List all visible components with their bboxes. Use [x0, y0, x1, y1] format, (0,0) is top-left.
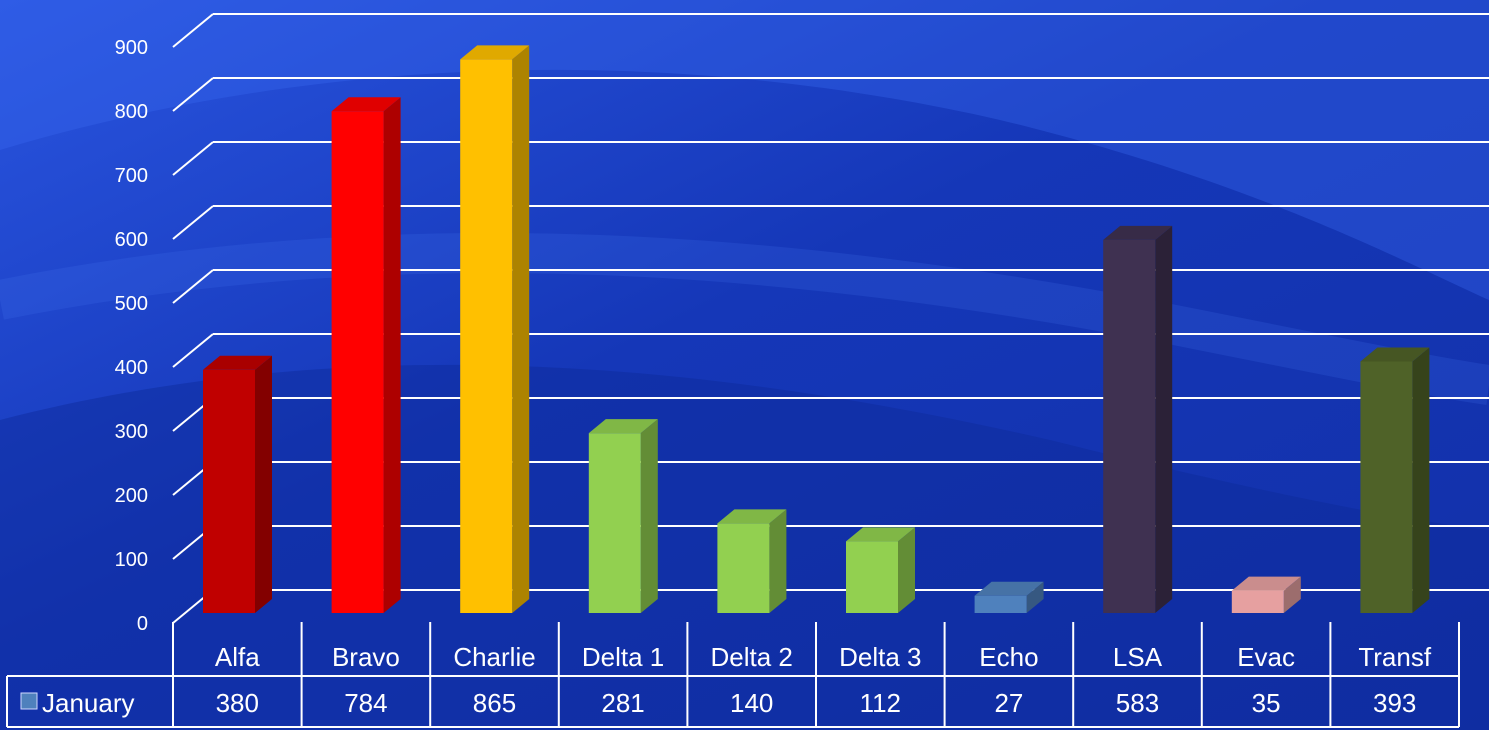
bar: [1360, 347, 1430, 613]
category-label: Alfa: [215, 642, 260, 672]
data-table: Alfa Bravo Charlie Delta 1 Delta 2 Delta 3 Ech…: [6, 622, 1460, 728]
bar-front: [460, 59, 513, 613]
bar-side: [898, 527, 915, 613]
category-label: Echo: [979, 642, 1038, 672]
bar-front: [717, 523, 770, 613]
bar: [588, 419, 658, 613]
bar-top: [1103, 225, 1173, 240]
category-label: Evac: [1237, 642, 1295, 672]
gridlines: [172, 13, 1489, 658]
bar-front: [588, 433, 641, 613]
bar: [203, 355, 272, 613]
bar: [974, 581, 1044, 613]
y-tick-label: 100: [115, 549, 148, 571]
y-tick-label: 600: [115, 229, 148, 251]
category-label: Charlie: [453, 642, 535, 672]
bar-side: [1283, 576, 1301, 613]
bar-side: [255, 355, 272, 613]
bars: [203, 45, 1430, 614]
gridline-slant: [172, 333, 214, 368]
y-tick-label: 800: [115, 101, 148, 123]
data-label: 35: [1252, 688, 1281, 718]
bar-front: [203, 369, 255, 613]
gridline-slant: [172, 77, 214, 112]
data-label: 140: [730, 688, 773, 718]
data-label: 865: [473, 688, 516, 718]
bar: [460, 45, 530, 613]
bar-top: [974, 581, 1044, 596]
bar-side: [1155, 225, 1173, 613]
y-tick-label: 300: [115, 421, 148, 443]
category-label: Delta 1: [582, 642, 664, 672]
bar-front: [331, 111, 384, 614]
data-label: 112: [860, 688, 901, 718]
bar-side: [640, 419, 658, 613]
bar-top: [460, 45, 530, 60]
bar-side: [769, 509, 787, 613]
y-tick-label: 200: [115, 485, 148, 507]
bar-side: [1412, 347, 1430, 613]
bar-front: [1360, 361, 1413, 613]
bar-front: [1103, 239, 1156, 613]
gridline-slant: [172, 13, 214, 48]
y-tick-label: 400: [115, 357, 148, 379]
y-tick-label: 700: [115, 165, 148, 187]
bar-top: [1231, 576, 1301, 591]
data-label: 27: [994, 688, 1023, 718]
data-label: 784: [344, 688, 387, 718]
gridline-slant: [172, 141, 214, 176]
bar: [1103, 225, 1173, 613]
category-label: Transf: [1358, 642, 1431, 672]
data-label: 281: [601, 688, 644, 718]
category-label: LSA: [1113, 642, 1163, 672]
category-label: Bravo: [332, 642, 400, 672]
data-label: 583: [1116, 688, 1159, 718]
bar: [1231, 576, 1301, 613]
bar-front: [1231, 590, 1284, 613]
bar: [331, 97, 401, 614]
y-tick-label: 0: [137, 613, 148, 635]
bar-top: [1360, 347, 1430, 362]
data-label: 380: [216, 688, 259, 718]
y-axis-ticks: 0 100 200 300 400 500 600 700 800 900: [115, 37, 148, 635]
category-label: Delta 2: [711, 642, 793, 672]
bar-side: [1026, 581, 1044, 613]
series-name: January: [42, 688, 135, 718]
bar-side: [383, 97, 401, 614]
category-label: Delta 3: [839, 642, 921, 672]
bar-top: [846, 527, 915, 542]
bar: [846, 527, 915, 613]
y-tick-label: 900: [115, 37, 148, 59]
bar-front: [846, 541, 898, 613]
gridline-slant: [172, 269, 214, 304]
bar-top: [203, 355, 272, 370]
bar: [717, 509, 787, 613]
y-tick-label: 500: [115, 293, 148, 315]
gridline-slant: [172, 205, 214, 240]
data-label: 393: [1373, 688, 1416, 718]
bar-top: [588, 419, 658, 434]
bar-front: [974, 595, 1027, 613]
bar-top: [331, 97, 401, 112]
bar-side: [512, 45, 530, 613]
legend-swatch: [20, 692, 38, 710]
bar-top: [717, 509, 787, 524]
